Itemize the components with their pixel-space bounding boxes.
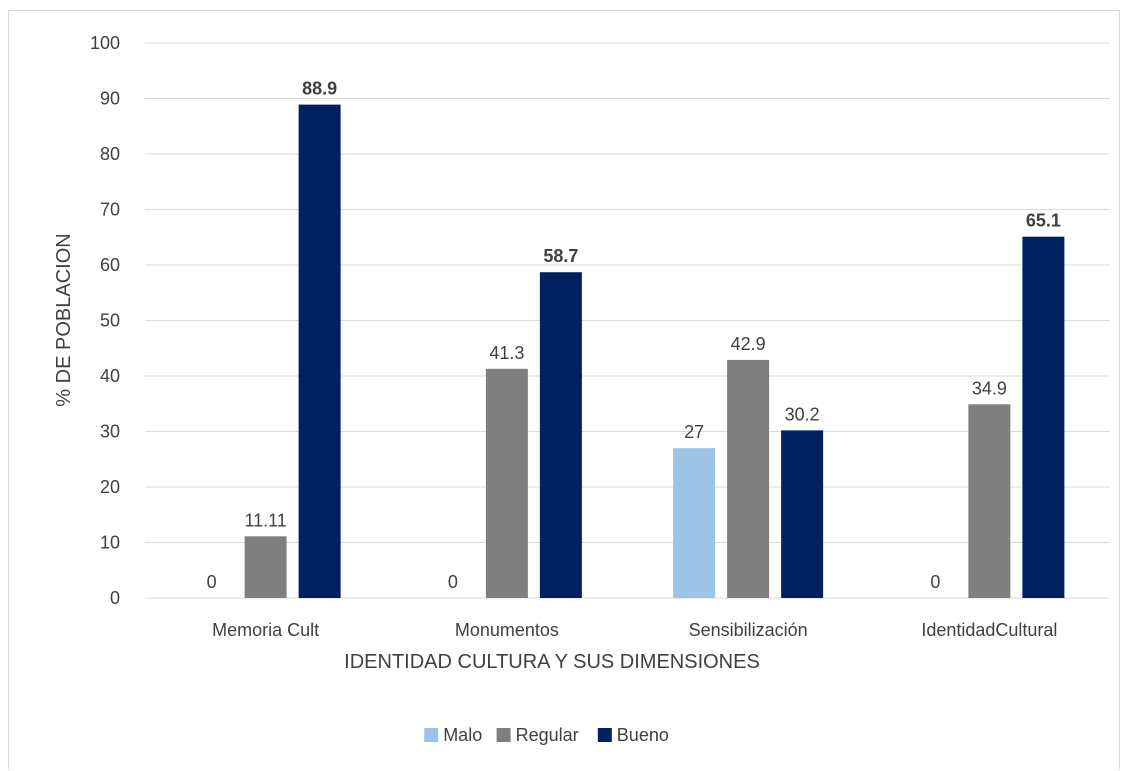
data-label: 42.9: [731, 334, 766, 354]
chart-frame: [8, 10, 1120, 770]
y-tick-label: 10: [100, 533, 120, 553]
bar-regular-0: [244, 536, 287, 598]
bar-bueno-1: [539, 272, 582, 598]
category-label: Sensibilización: [689, 620, 808, 640]
y-axis-ticks: 0 10 20 30 40 50 60 70 80 90 100: [90, 33, 120, 608]
y-tick-label: 60: [100, 255, 120, 275]
y-tick-label: 90: [100, 89, 120, 109]
category-label: Memoria Cult: [212, 620, 319, 640]
y-tick-label: 50: [100, 311, 120, 331]
data-label: 27: [684, 422, 704, 442]
category-label: Monumentos: [455, 620, 559, 640]
legend-entry: Malo: [443, 725, 482, 745]
data-label: 0: [448, 572, 458, 592]
gridlines: [145, 42, 1110, 599]
legend-swatch: [424, 728, 439, 742]
legend: Malo Regular Bueno: [424, 725, 669, 745]
y-tick-label: 20: [100, 477, 120, 497]
bar-bueno-0: [298, 104, 341, 598]
legend-entry: Bueno: [617, 725, 669, 745]
x-axis-title: IDENTIDAD CULTURA Y SUS DIMENSIONES: [344, 651, 760, 673]
bar-regular-3: [968, 404, 1011, 598]
data-label: 65.1: [1026, 211, 1061, 231]
y-tick-label: 30: [100, 422, 120, 442]
data-label: 30.2: [785, 404, 820, 424]
data-label: 11.11: [244, 510, 286, 530]
y-tick-label: 100: [90, 33, 120, 53]
bar-regular-2: [727, 359, 770, 598]
data-label: 88.9: [302, 79, 337, 99]
legend-swatch: [597, 728, 612, 742]
data-labels: 0 11.11 88.9 0 41.3 58.7 27 42.9 30.2 0 34.9 65.1: [207, 79, 1061, 592]
y-tick-label: 80: [100, 144, 120, 164]
y-tick-label: 40: [100, 366, 120, 386]
legend-entry: Regular: [516, 725, 579, 745]
data-label: 34.9: [972, 378, 1007, 398]
bar-malo-2: [673, 448, 716, 598]
data-label: 41.3: [489, 343, 524, 363]
data-label: 58.7: [543, 246, 578, 266]
bars: [244, 104, 1065, 598]
y-tick-label: 0: [110, 588, 120, 608]
legend-swatch: [496, 728, 511, 742]
x-axis-categories: Memoria Cult Monumentos Sensibilización Ide…: [212, 620, 1057, 640]
bar-regular-1: [485, 368, 528, 598]
y-tick-label: 70: [100, 200, 120, 220]
y-axis-title: % DE POBLACION: [53, 233, 75, 406]
bar-bueno-3: [1022, 236, 1065, 598]
category-label: IdentidadCultural: [921, 620, 1057, 640]
data-label: 0: [930, 572, 940, 592]
data-label: 0: [207, 572, 217, 592]
bar-bueno-2: [781, 430, 824, 598]
